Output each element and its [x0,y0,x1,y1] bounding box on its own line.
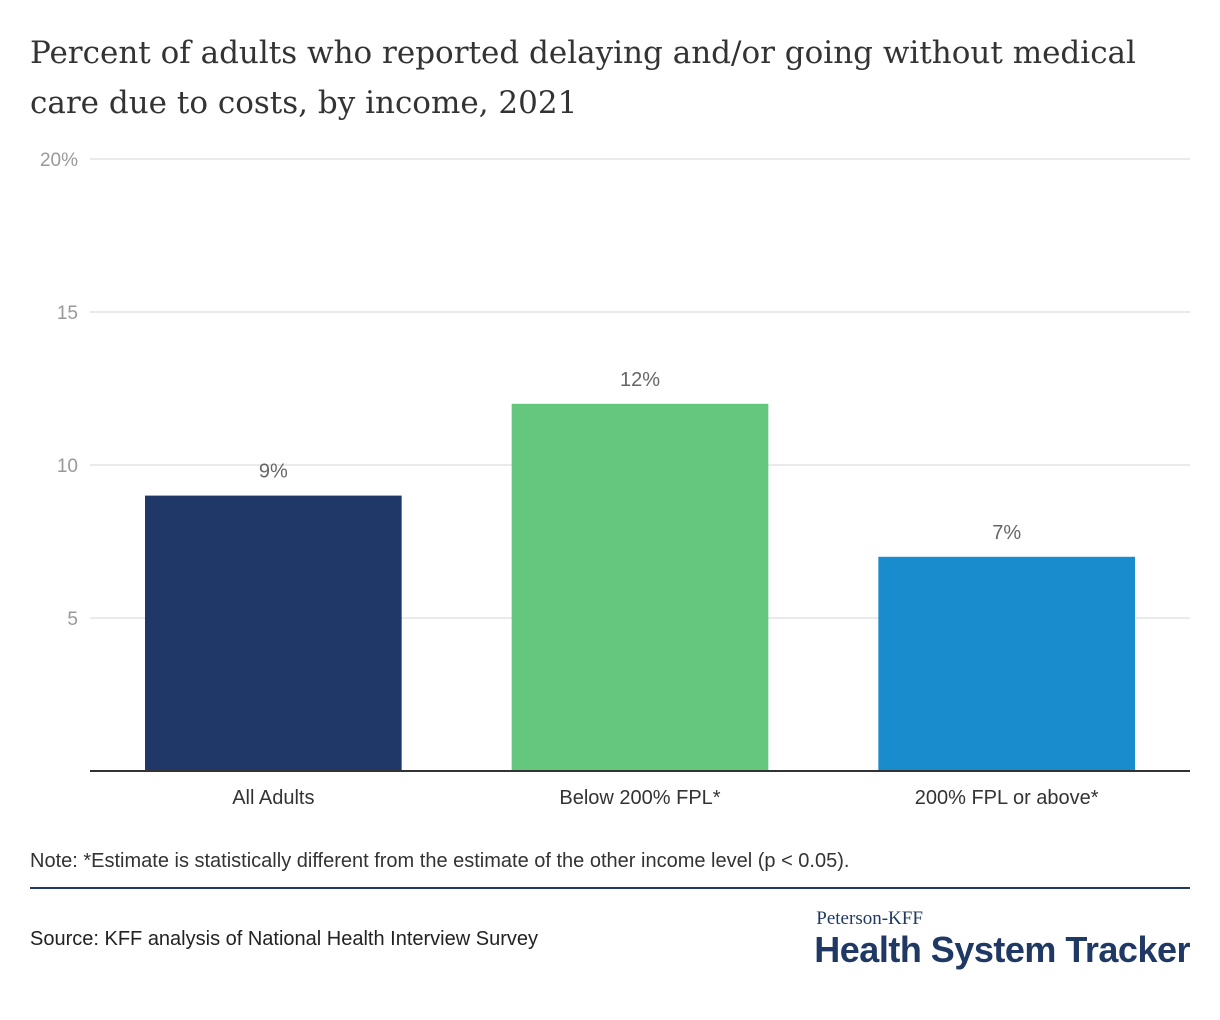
x-tick-label: All Adults [232,787,314,809]
logo-subtitle: Peterson-KFF [816,908,923,929]
brand-logo: Peterson-KFF Health System Tracker [814,908,1190,970]
bar [145,495,402,771]
divider [30,887,1190,889]
logo-title: Health System Tracker [814,929,1190,970]
y-tick-label: 20% [40,150,78,171]
y-tick-label: 5 [67,609,78,630]
y-tick-label: 15 [57,303,78,324]
data-label: 9% [259,461,288,483]
data-label: 12% [620,369,660,391]
chart-title: Percent of adults who reported delaying … [30,35,1136,121]
bar [878,556,1135,771]
y-tick-label: 10 [57,456,78,477]
bar [511,403,769,771]
chart-source: Source: KFF analysis of National Health … [30,928,538,950]
bar-chart: 5 10 15 20% 9% All Adults 12% Below 200% FPL* 7%… [40,150,1190,809]
chart-note: Note: *Estimate is statistically differe… [30,850,850,872]
data-label: 7% [992,522,1021,544]
x-tick-label: 200% FPL or above* [915,787,1099,809]
x-tick-label: Below 200% FPL* [559,787,720,809]
